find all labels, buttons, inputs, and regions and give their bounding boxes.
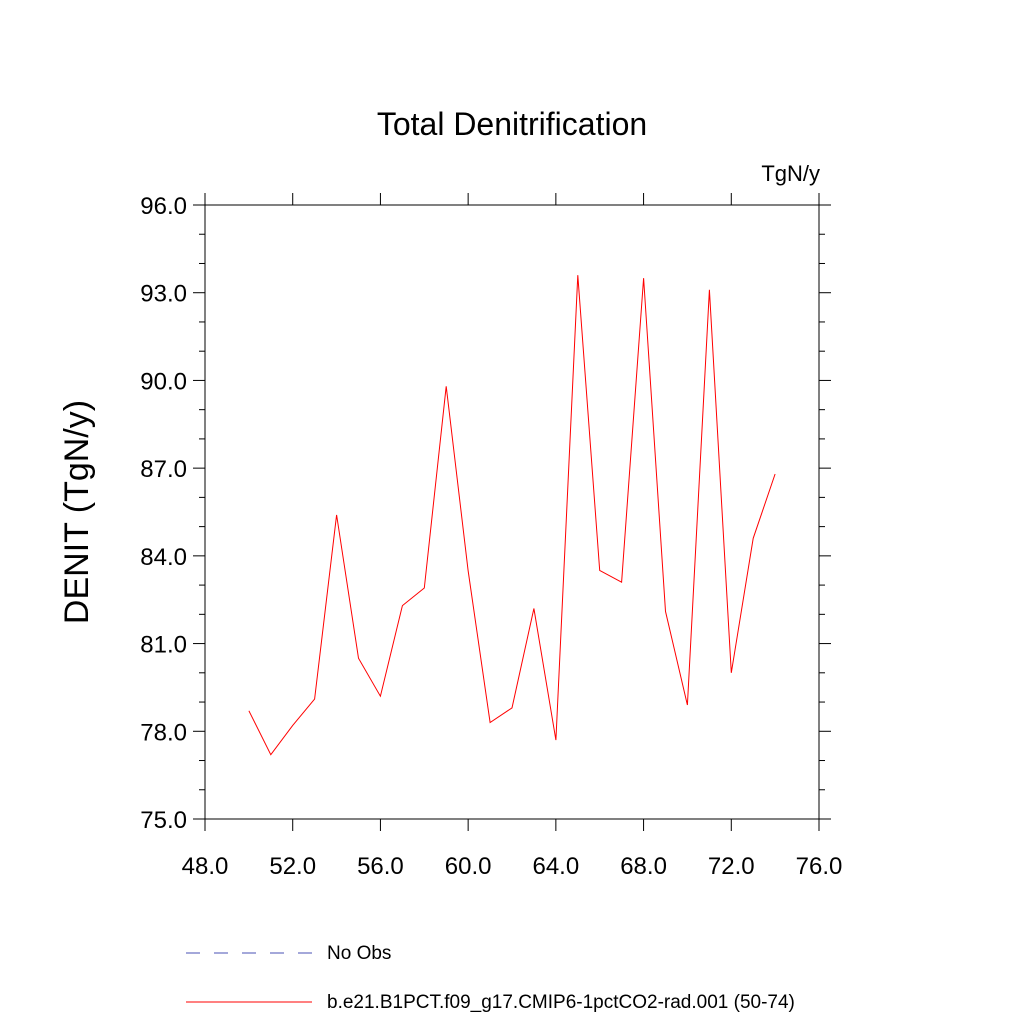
plot-frame: [204, 204, 820, 820]
legend-label-no-obs: No Obs: [327, 943, 391, 964]
y-tick-label: 78.0: [140, 719, 187, 746]
y-axis-label: DENIT (TgN/y): [58, 400, 96, 624]
x-tick-label: 48.0: [182, 853, 229, 880]
y-tick-label: 81.0: [140, 632, 187, 659]
legend: No Obs b.e21.B1PCT.f09_g17.CMIP6-1pctCO2…: [186, 943, 795, 1013]
x-tick-label: 64.0: [532, 853, 579, 880]
x-tick-label: 56.0: [357, 853, 404, 880]
units-label: TgN/y: [761, 161, 820, 186]
y-tick-label: 84.0: [140, 544, 187, 571]
y-tick-label: 96.0: [140, 193, 187, 220]
x-tick-label: 76.0: [796, 853, 843, 880]
x-tick-label: 72.0: [708, 853, 755, 880]
y-tick-label: 93.0: [140, 281, 187, 308]
y-tick-label: 90.0: [140, 368, 187, 395]
axis-ticks: 75.0 78.0 81.0 84.0 87.0 90.0 93.0 96.0 48.0 52.0…: [140, 193, 842, 880]
chart-title: Total Denitrification: [377, 106, 647, 142]
y-tick-label: 87.0: [140, 456, 187, 483]
x-tick-label: 60.0: [445, 853, 492, 880]
x-tick-label: 68.0: [620, 853, 667, 880]
legend-label-model: b.e21.B1PCT.f09_g17.CMIP6-1pctCO2-rad.00…: [327, 992, 795, 1013]
x-tick-label: 52.0: [269, 853, 316, 880]
series-layer: [248, 275, 776, 756]
y-tick-label: 75.0: [140, 807, 187, 834]
series-line-1: [248, 275, 776, 756]
